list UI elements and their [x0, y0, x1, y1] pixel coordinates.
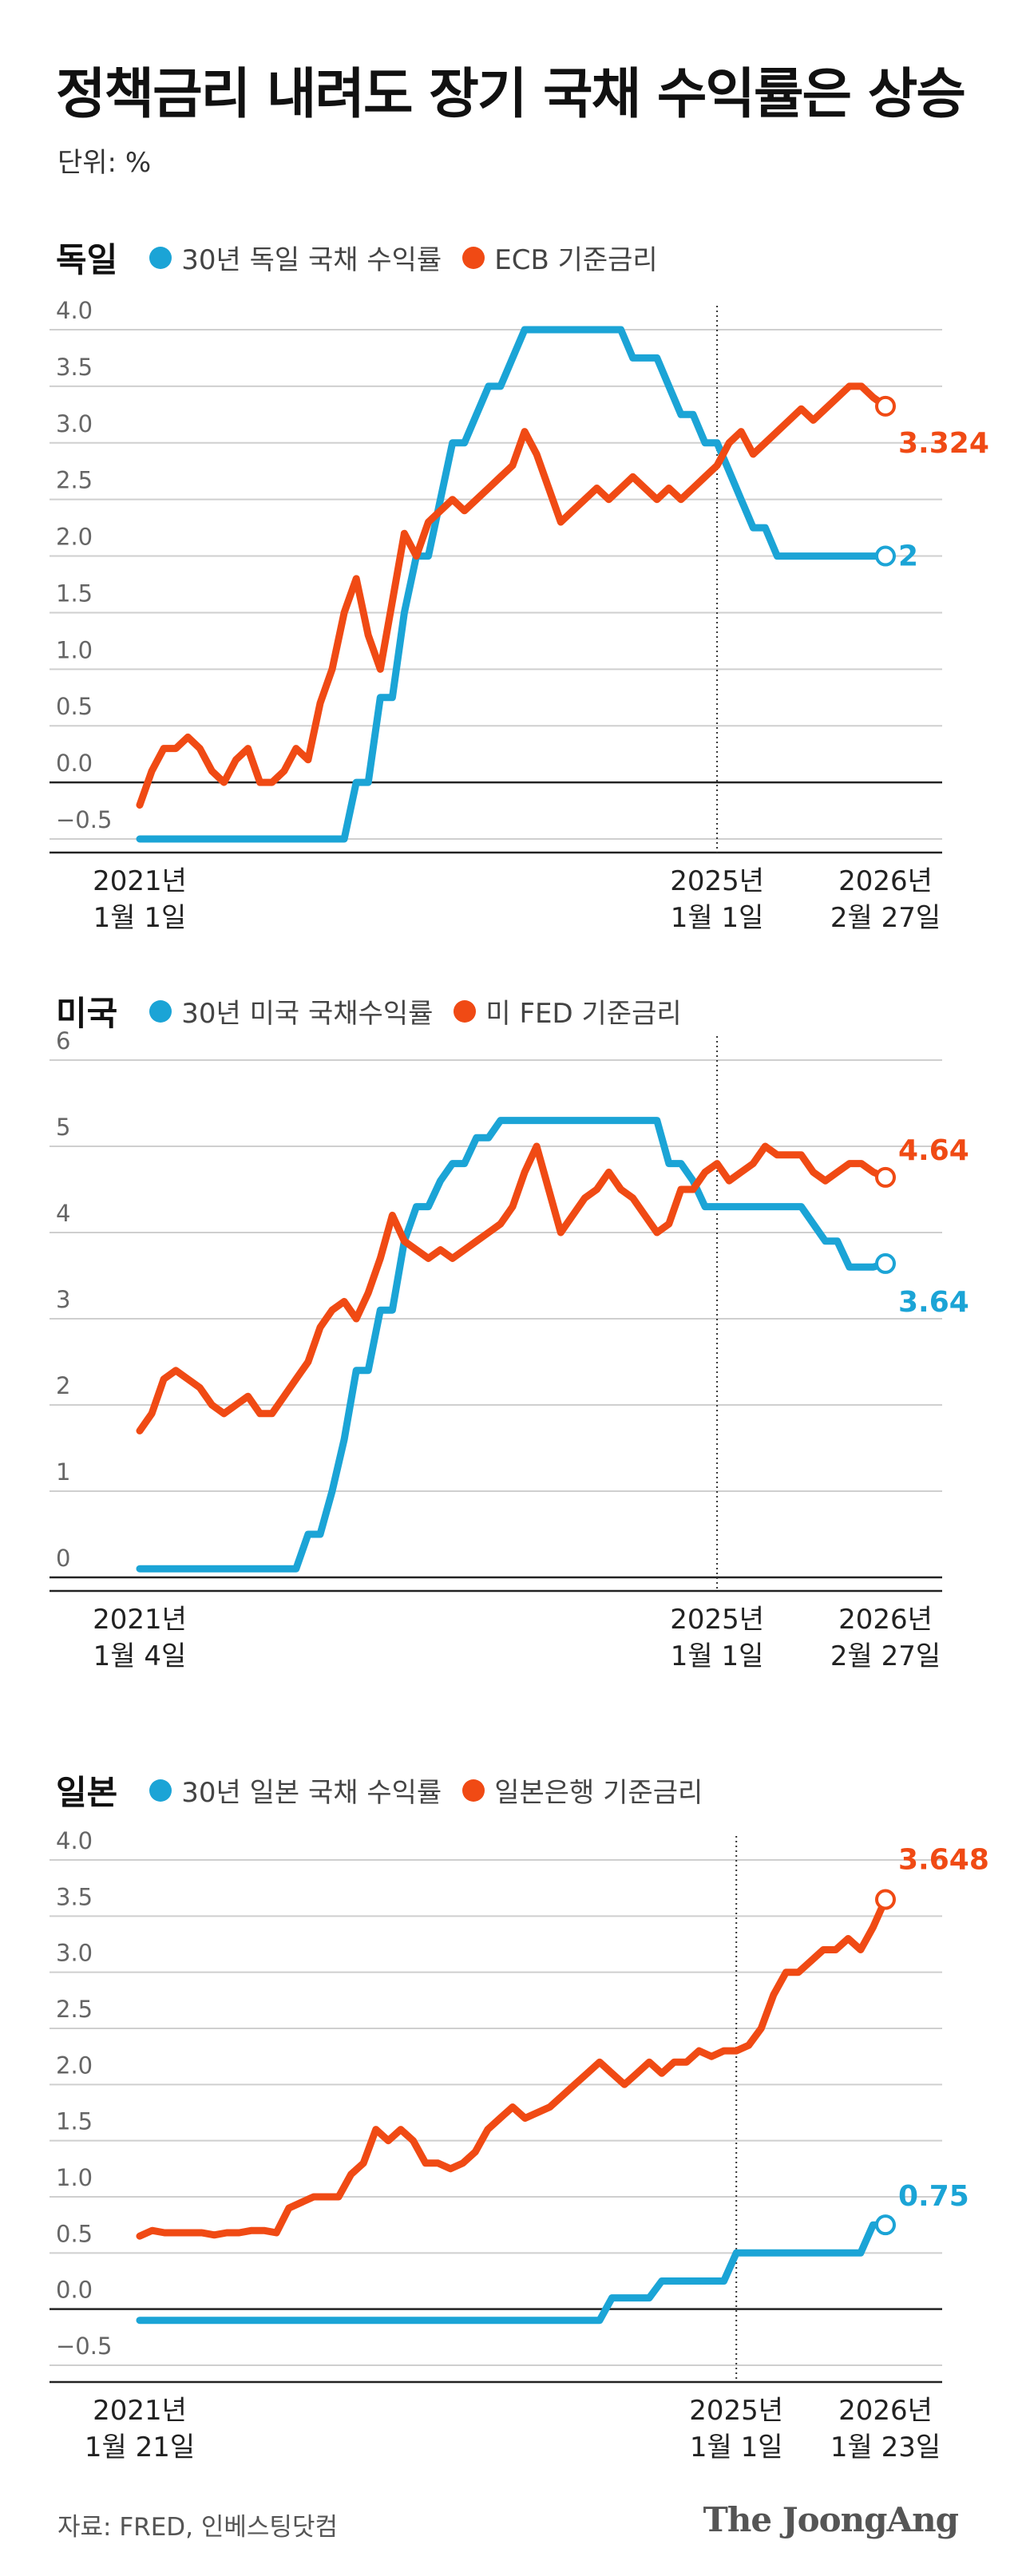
legend-swatch	[462, 1779, 485, 1802]
series-line	[136, 382, 889, 809]
x-tick-label: 2021년 1월 21일	[84, 2395, 196, 2463]
end-point	[875, 1889, 896, 1910]
x-tick-label: 2026년 2월 27일	[830, 1604, 941, 1672]
end-value-label: 2	[898, 540, 918, 573]
y-tick-label: 3.5	[56, 354, 93, 381]
y-tick-label: 3	[56, 1286, 70, 1313]
series-line	[136, 1142, 889, 1434]
legend-label: 30년 일본 국채 수익률	[181, 1777, 442, 1809]
end-point	[875, 1166, 896, 1188]
series-line	[136, 2221, 889, 2325]
end-value-label: 4.64	[898, 1134, 969, 1167]
legend-swatch	[149, 246, 172, 269]
legend-swatch	[149, 1779, 172, 1802]
y-tick-label: 3.0	[56, 410, 93, 437]
x-tick-label: 2025년 1월 1일	[670, 865, 764, 934]
logo: The JoongAng	[703, 2500, 959, 2539]
chart-label: 미국	[56, 994, 118, 1033]
x-tick-label: 2026년 1월 23일	[830, 2395, 941, 2463]
y-tick-label: 1.0	[56, 636, 93, 663]
x-tick-label: 2025년 1월 1일	[689, 2395, 784, 2463]
y-tick-label: −0.5	[56, 2333, 112, 2360]
chart-label: 일본	[56, 1773, 118, 1812]
chart-header: 미국 30년 미국 국채수익률 미 FED 기준금리	[56, 987, 682, 1035]
legend-item: 미 FED 기준금리	[454, 991, 682, 1031]
legend-label: 일본은행 기준금리	[494, 1777, 703, 1809]
y-tick-label: 2	[56, 1372, 70, 1399]
y-tick-label: 1.5	[56, 580, 93, 607]
legend-item: 일본은행 기준금리	[462, 1771, 703, 1810]
legend-label: 30년 독일 국채 수익률	[181, 244, 442, 276]
legend-label: ECB 기준금리	[494, 244, 658, 276]
y-tick-label: 2.0	[56, 524, 93, 551]
y-tick-label: 0.0	[56, 2277, 93, 2304]
end-point	[875, 2214, 896, 2236]
chart-label: 독일	[56, 240, 118, 279]
source-note: 자료: FRED, 인베스팅닷컴	[57, 2513, 338, 2542]
legend-item: 30년 일본 국채 수익률	[149, 1771, 442, 1810]
end-value-label: 3.64	[898, 1286, 969, 1319]
legend-label: 미 FED 기준금리	[485, 998, 682, 1030]
y-tick-label: 2.0	[56, 2052, 93, 2079]
end-point	[875, 545, 896, 567]
y-tick-label: 6	[56, 1027, 70, 1055]
y-tick-label: 3.5	[56, 1883, 93, 1910]
end-point	[875, 395, 896, 417]
series-line	[136, 326, 889, 843]
x-tick-label: 2026년 2월 27일	[830, 865, 941, 934]
y-tick-label: 4.0	[56, 297, 93, 324]
end-value-label: 0.75	[898, 2180, 969, 2213]
y-tick-label: 0.5	[56, 2220, 93, 2247]
y-tick-label: −0.5	[56, 806, 112, 833]
legend-swatch	[149, 999, 172, 1023]
legend-item: ECB 기준금리	[462, 238, 658, 277]
end-value-label: 3.324	[898, 427, 989, 460]
y-tick-label: 1.5	[56, 2108, 93, 2135]
legend-item: 30년 독일 국채 수익률	[149, 238, 442, 277]
y-tick-label: 4.0	[56, 1827, 93, 1854]
chart-header: 일본 30년 일본 국채 수익률 일본은행 기준금리	[56, 1766, 703, 1814]
y-tick-label: 0	[56, 1545, 70, 1572]
x-tick-label: 2021년 1월 4일	[93, 1604, 187, 1672]
y-tick-label: 0.5	[56, 693, 93, 720]
unit-note: 단위: %	[57, 147, 152, 179]
y-tick-label: 4	[56, 1200, 70, 1227]
chart-header: 독일 30년 독일 국채 수익률 ECB 기준금리	[56, 233, 658, 282]
legend-swatch	[454, 999, 477, 1023]
legend-label: 30년 미국 국채수익률	[181, 998, 434, 1030]
y-tick-label: 1.0	[56, 2164, 93, 2191]
series-line	[136, 1896, 889, 2240]
y-tick-label: 2.5	[56, 1996, 93, 2023]
x-tick-label: 2021년 1월 1일	[93, 865, 187, 934]
legend-swatch	[462, 246, 485, 269]
legend-item: 30년 미국 국채수익률	[149, 991, 433, 1031]
series-line	[136, 1117, 889, 1573]
y-tick-label: 0.0	[56, 750, 93, 777]
y-tick-label: 1	[56, 1458, 70, 1486]
end-point	[875, 1252, 896, 1274]
page-title: 정책금리 내려도 장기 국채 수익률은 상승	[56, 63, 966, 126]
end-value-label: 3.648	[898, 1844, 989, 1877]
y-tick-label: 3.0	[56, 1940, 93, 1967]
y-tick-label: 5	[56, 1114, 70, 1141]
x-tick-label: 2025년 1월 1일	[670, 1604, 764, 1672]
y-tick-label: 2.5	[56, 467, 93, 494]
